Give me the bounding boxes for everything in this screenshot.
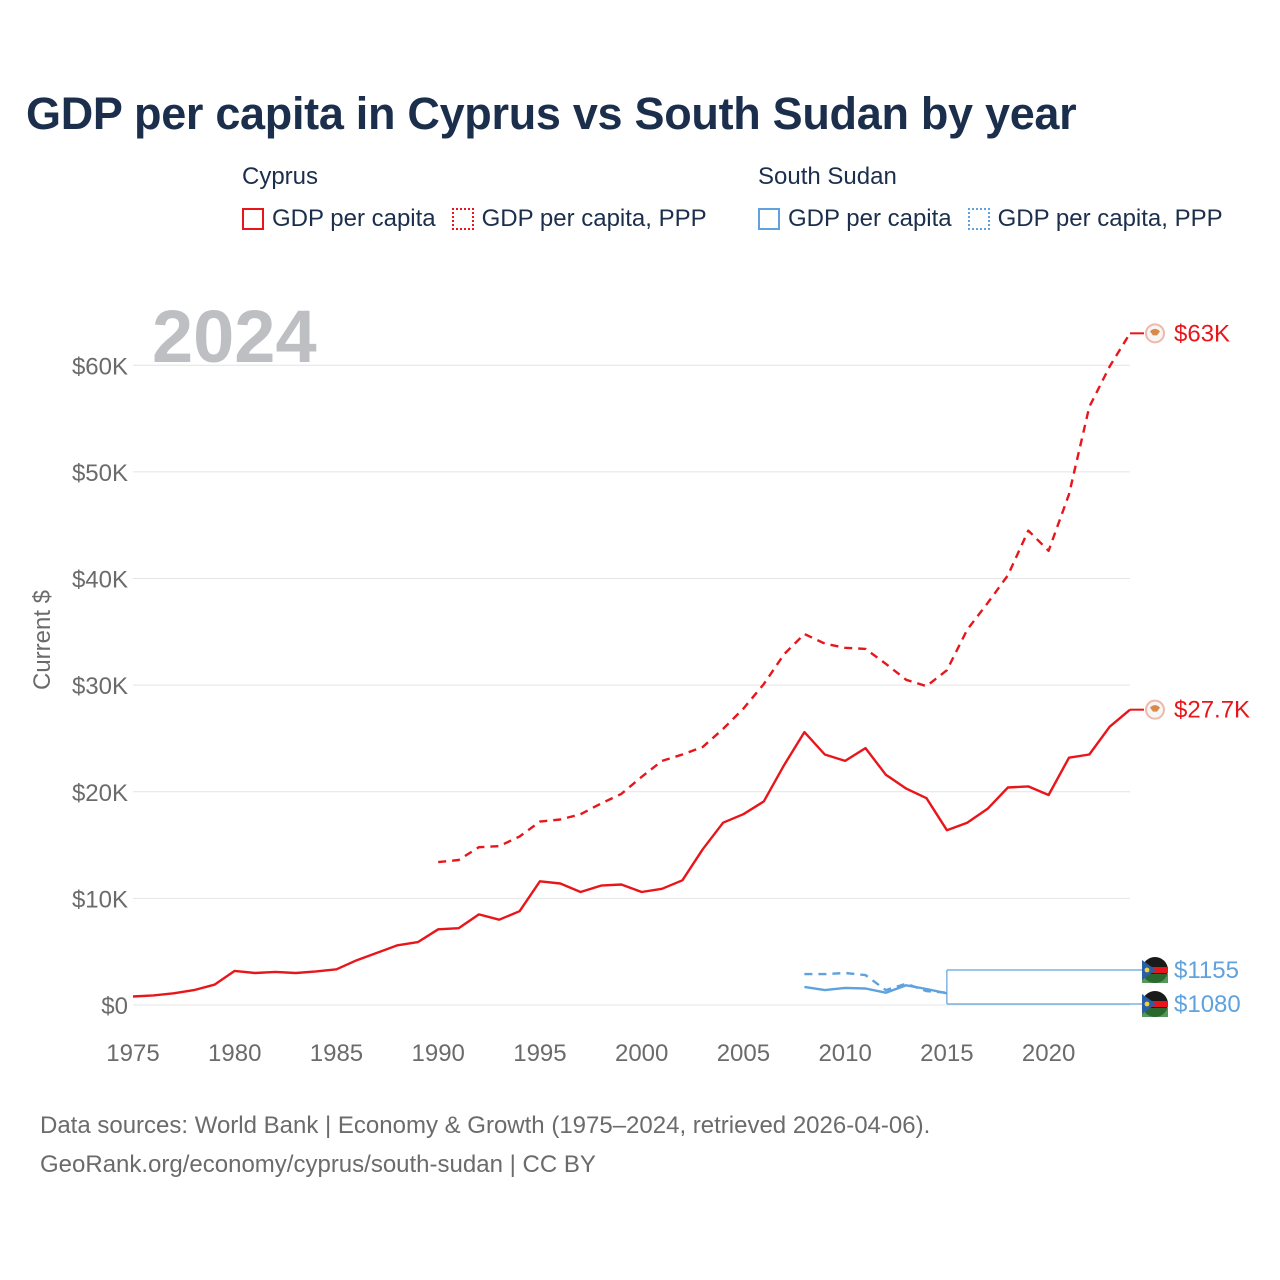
- legend-south-sudan: South Sudan GDP per capita GDP per capit…: [758, 163, 1239, 237]
- legend-swatch-solid: [758, 208, 780, 230]
- flag-stripe: [1142, 1008, 1168, 1017]
- legend-group-label: South Sudan: [758, 163, 897, 190]
- series-line-cyprus_ppp: [438, 332, 1132, 864]
- x-tick-label: 2005: [717, 1040, 770, 1067]
- source-line-2[interactable]: GeoRank.org/economy/cyprus/south-sudan |…: [40, 1151, 596, 1178]
- gridlines: [133, 364, 1130, 1006]
- x-tick-label: 1985: [310, 1040, 363, 1067]
- end-value-label: $27.7K: [1174, 697, 1250, 724]
- series: [132, 332, 1132, 998]
- x-tick-label: 1995: [513, 1040, 566, 1067]
- end-value-label: $63K: [1174, 320, 1230, 347]
- end-value-label: $1155: [1174, 957, 1239, 984]
- chart-title: GDP per capita in Cyprus vs South Sudan …: [26, 88, 1077, 139]
- x-tick-label: 2010: [818, 1040, 871, 1067]
- legend-item-label: GDP per capita: [272, 205, 436, 232]
- y-tick-label: $50K: [72, 460, 128, 487]
- x-tick-label: 2020: [1022, 1040, 1075, 1067]
- series-line-cyprus_gdp: [132, 708, 1131, 998]
- legend-group-label: Cyprus: [242, 163, 319, 190]
- legend-item-label: GDP per capita, PPP: [481, 205, 707, 232]
- y-tick-label: $60K: [72, 353, 128, 380]
- cyprus-flag-island: [1150, 705, 1160, 712]
- legend-item-ssudan-ppp[interactable]: GDP per capita, PPP: [967, 205, 1223, 233]
- source-note: Data sources: World Bank | Economy & Gro…: [40, 1106, 930, 1184]
- legend-item-label: GDP per capita, PPP: [997, 205, 1223, 232]
- legend-item-label: GDP per capita: [788, 205, 952, 232]
- legend-swatch-dotted: [451, 208, 474, 230]
- source-line-1: Data sources: World Bank | Economy & Gro…: [40, 1112, 931, 1139]
- x-tick-label: 2015: [920, 1040, 973, 1067]
- flag-stripe: [1142, 974, 1168, 983]
- legend-cyprus: Cyprus GDP per capita GDP per capita, PP…: [242, 163, 723, 237]
- year-watermark: 2024: [152, 295, 317, 378]
- legend-item-ssudan-gdp[interactable]: GDP per capita: [758, 205, 952, 233]
- axes: $0 $10K $20K $30K $40K $50K $60K 1975 1980 1985 19…: [72, 353, 1075, 1067]
- end-labels: $63K $27.7K $1155 $1080: [946, 320, 1250, 1018]
- x-tick-label: 2000: [615, 1040, 668, 1067]
- x-tick-label: 1975: [106, 1040, 159, 1067]
- x-tick-label: 1980: [208, 1040, 261, 1067]
- y-tick-label: $30K: [72, 673, 128, 700]
- legend-swatch-solid: [242, 208, 264, 230]
- y-tick-label: $10K: [72, 886, 128, 913]
- series-line-ssudan_gdp: [804, 984, 948, 995]
- legend-swatch-dotted: [967, 208, 990, 230]
- end-value-label: $1080: [1174, 991, 1241, 1018]
- y-tick-label: $20K: [72, 780, 128, 807]
- flag-star: [1144, 1001, 1150, 1007]
- series-line-ssudan_ppp: [804, 971, 947, 994]
- y-tick-label: $0: [101, 993, 128, 1020]
- x-tick-label: 1990: [412, 1040, 465, 1067]
- legend-item-cyprus-ppp[interactable]: GDP per capita, PPP: [451, 205, 707, 233]
- y-tick-label: $40K: [72, 567, 128, 594]
- legend-item-cyprus-gdp[interactable]: GDP per capita: [242, 205, 436, 233]
- cyprus-flag-island: [1150, 328, 1160, 336]
- y-axis-label: Current $: [29, 590, 56, 690]
- flag-star: [1144, 967, 1150, 973]
